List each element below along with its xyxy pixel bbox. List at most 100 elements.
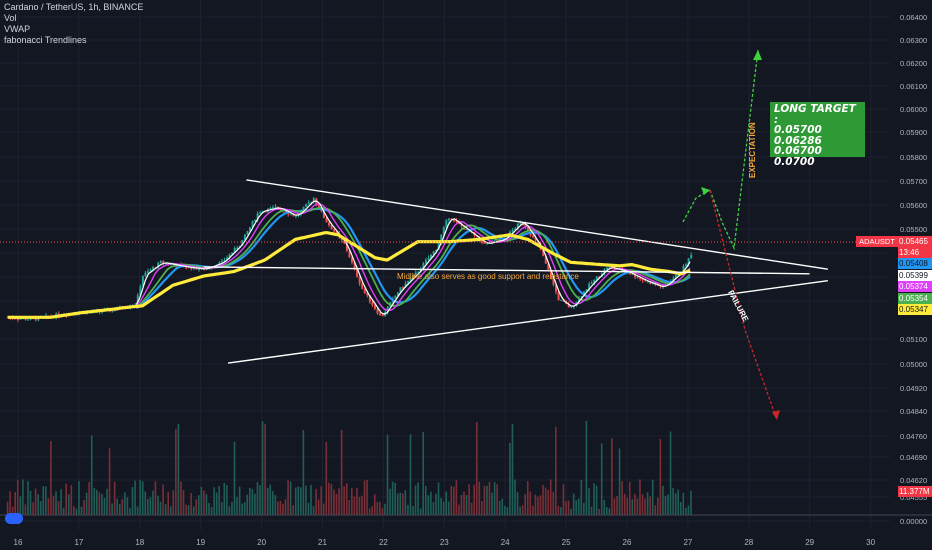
volume-bar (682, 492, 685, 515)
candle-body (570, 306, 573, 308)
candle-body (483, 242, 486, 244)
volume-bar (491, 492, 493, 515)
candle-body (159, 261, 162, 263)
expectation-arrow-long (709, 49, 759, 251)
volume-bar (685, 507, 687, 515)
indicator-vwap[interactable]: VWAP (4, 24, 31, 34)
candle-body (361, 283, 364, 289)
volume-bar (654, 505, 657, 515)
volume-bar (588, 488, 590, 515)
volume-bar (215, 492, 218, 515)
volume-bar (14, 492, 17, 515)
long-target-1: 0.05700 (774, 124, 822, 136)
volume-bar (320, 486, 323, 515)
candle-body (19, 318, 22, 320)
candle-body (606, 268, 609, 270)
volume-bar (409, 434, 412, 515)
candle-body (376, 308, 379, 314)
candle-body (611, 266, 614, 268)
volume-bar (631, 499, 634, 515)
candle-body (453, 220, 456, 222)
candle-body (351, 257, 354, 263)
candle-body (685, 264, 688, 267)
volume-bar (417, 482, 419, 515)
volume-bar (249, 487, 251, 515)
candle-body (402, 287, 405, 289)
volume-bar (662, 485, 664, 515)
candle-body (363, 288, 366, 293)
volume-bar (6, 501, 9, 515)
volume-bar (157, 495, 159, 515)
volume-bar (435, 493, 437, 515)
volume-bar (363, 480, 366, 515)
volume-bar (228, 506, 231, 515)
volume-bar (182, 490, 185, 515)
volume-bar (356, 487, 358, 515)
indicator-fib[interactable]: fabonacci Trendlines (4, 35, 87, 45)
candle-body (437, 242, 440, 250)
volume-bar (534, 494, 537, 515)
candle-body (294, 215, 297, 217)
volume-bar (192, 506, 195, 515)
tradingview-logo-icon[interactable] (5, 513, 23, 524)
volume-bar (419, 508, 422, 515)
volume-bar (22, 479, 24, 515)
volume-bar (674, 493, 677, 515)
candle-body (552, 278, 555, 285)
candle-body (241, 239, 244, 246)
candle-body (399, 287, 402, 293)
candle-body (631, 274, 634, 276)
time-axis[interactable]: 16 17 18 19 20 21 22 23 24 25 26 27 28 29 30 (14, 538, 876, 547)
candle-body (557, 291, 560, 300)
candle-body (460, 223, 463, 227)
volume-bar (70, 485, 73, 515)
volume-bar (231, 501, 233, 515)
candle-body (343, 240, 346, 244)
volume-bar (131, 487, 134, 515)
volume-bar (190, 493, 192, 515)
indicator-value-tag: 0.05347 (898, 304, 932, 315)
volume-bar (496, 484, 498, 515)
volume-bar (595, 485, 598, 515)
candle-body (590, 282, 593, 284)
candle-body (447, 218, 450, 221)
candle-body (417, 271, 420, 273)
volume-bar (519, 506, 521, 515)
trendline-upper (246, 179, 828, 270)
volume-bar (669, 431, 672, 515)
volume-bar (264, 424, 266, 515)
candle-body (379, 313, 382, 316)
volume-bar (42, 486, 45, 515)
volume-bar (498, 500, 501, 515)
volume-bar (473, 484, 476, 515)
volume-bar (651, 479, 654, 515)
candle-body (185, 267, 188, 269)
candle-body (317, 204, 320, 209)
volume-bar (544, 487, 547, 515)
candle-body (534, 237, 537, 241)
candle-body (544, 256, 547, 264)
volume-bar (317, 499, 320, 515)
volume-bar (664, 495, 667, 515)
time-tick-label: 25 (562, 538, 571, 547)
volume-bar (328, 482, 330, 515)
candle-body (328, 222, 331, 226)
volume-bar (402, 493, 404, 515)
candle-body (136, 295, 139, 305)
candle-body (593, 279, 596, 283)
indicator-vol[interactable]: Vol (4, 13, 17, 23)
volume-bar (294, 487, 297, 515)
volume-bar (343, 486, 345, 515)
candle-body (287, 212, 290, 215)
volume-bar (659, 439, 662, 515)
candle-body (289, 214, 292, 216)
candle-body (687, 258, 690, 265)
volume-bar (302, 429, 305, 515)
indicator-value-tag: 0.05399 (898, 270, 932, 281)
volume-bar (11, 506, 14, 515)
candle-body (465, 228, 468, 230)
candle-body (526, 227, 529, 232)
volume-bar (223, 482, 226, 515)
symbol-title[interactable]: Cardano / TetherUS, 1h, BINANCE (4, 2, 144, 12)
